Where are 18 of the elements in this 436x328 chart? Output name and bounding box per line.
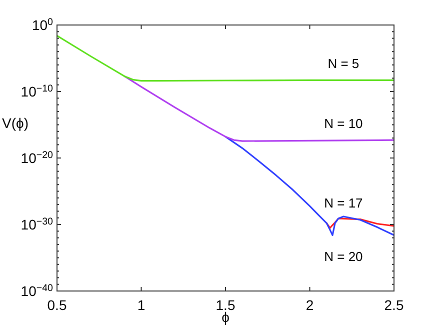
y-tick-label: 10$^{0}$	[32, 16, 54, 33]
series-label: N = 10	[324, 116, 363, 132]
x-tick-label: 2.5	[384, 297, 404, 313]
line-series	[326, 218, 394, 229]
x-tick-label: 0.5	[47, 297, 67, 313]
line-series	[124, 75, 394, 142]
line-series	[57, 34, 394, 82]
y-tick-label: 10$^{−40}$	[20, 282, 54, 299]
x-tick-label: 2	[306, 297, 314, 313]
y-axis-title: V(ϕ)	[2, 115, 29, 131]
series-label: N = 20	[324, 249, 363, 264]
y-tick-label: 10$^{−10}$	[20, 83, 54, 100]
line-series	[224, 136, 394, 236]
y-tick-label: 10$^{−20}$	[20, 150, 54, 166]
x-tick-label: 1	[137, 297, 146, 313]
y-tick-label: 10$^{−30}$	[20, 216, 54, 232]
series-label: N = 17	[324, 195, 363, 210]
series-label: N = 5	[328, 56, 360, 72]
